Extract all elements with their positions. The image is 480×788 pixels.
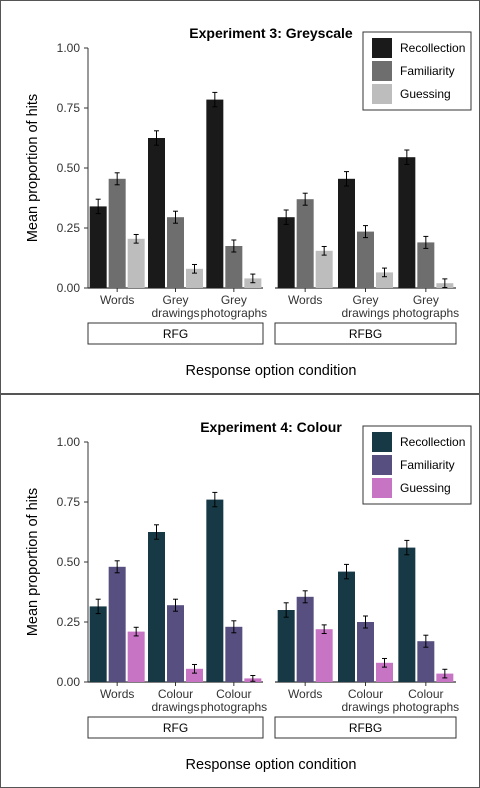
chart-panel-experiment-3: Experiment 3: Greyscale 0.00 0.25 0.50 0.75 1… xyxy=(0,0,480,394)
x-axis-label: Response option condition xyxy=(186,363,357,379)
bar-familiarity xyxy=(296,199,314,288)
bar-familiarity xyxy=(108,178,126,288)
x-tick-label: Grey photographs xyxy=(392,293,459,320)
bar-guessing xyxy=(127,631,145,682)
bar-guessing xyxy=(376,272,393,288)
bar-recollection xyxy=(89,606,107,682)
facet-strip xyxy=(274,322,457,345)
y-axis-label: Mean proportion of hits xyxy=(25,94,41,242)
x-tick-label: Words xyxy=(288,687,322,701)
bar-guessing xyxy=(186,268,203,288)
y-tick-label: 0.75 xyxy=(57,495,81,509)
y-tick-label: 0.00 xyxy=(57,675,81,689)
bar-recollection xyxy=(338,178,355,288)
bar-familiarity xyxy=(417,242,435,288)
legend-label: Guessing xyxy=(400,481,451,495)
legend-swatch-recollection xyxy=(372,432,392,452)
facet-label: RFG xyxy=(163,327,188,341)
x-tick-label: Words xyxy=(288,293,322,307)
legend-label: Recollection xyxy=(400,435,465,449)
legend-swatch-familiarity xyxy=(372,61,392,81)
legend-label: Recollection xyxy=(400,41,465,55)
bar-guessing xyxy=(376,662,393,682)
bar-recollection xyxy=(148,138,165,288)
chart-title: Experiment 3: Greyscale xyxy=(189,25,353,41)
legend-label: Familiarity xyxy=(400,64,455,78)
y-tick-label: 0.00 xyxy=(57,281,81,295)
facet-label: RFBG xyxy=(349,327,382,341)
bar-familiarity xyxy=(357,622,374,682)
y-tick-label: 0.25 xyxy=(57,615,81,629)
bar-recollection xyxy=(89,206,107,288)
bar-recollection xyxy=(398,547,416,682)
bar-familiarity xyxy=(357,231,374,288)
bar-familiarity xyxy=(417,641,435,682)
facet-strip xyxy=(274,716,457,739)
y-tick-label: 1.00 xyxy=(57,435,81,449)
bar-recollection xyxy=(206,499,224,682)
bar-guessing xyxy=(186,668,203,682)
x-tick-label: Colour drawings xyxy=(341,687,389,714)
x-tick-label: Grey drawings xyxy=(151,293,199,320)
y-tick-label: 0.75 xyxy=(57,101,81,115)
x-tick-label: Colour photographs xyxy=(392,687,459,714)
legend-swatch-familiarity xyxy=(372,455,392,475)
y-tick-label: 1.00 xyxy=(57,41,81,55)
bar-guessing xyxy=(315,629,333,682)
x-tick-label: Grey photographs xyxy=(200,293,267,320)
chart-experiment-3: Experiment 3: Greyscale 0.00 0.25 0.50 0.75 1… xyxy=(25,25,472,379)
y-tick-label: 0.50 xyxy=(57,555,81,569)
bar-guessing xyxy=(127,238,145,288)
x-tick-label: Words xyxy=(100,293,134,307)
legend-swatch-guessing xyxy=(372,478,392,498)
legend-label: Guessing xyxy=(400,87,451,101)
x-tick-label: Colour drawings xyxy=(151,687,199,714)
bar-familiarity xyxy=(167,605,184,682)
x-tick-label: Grey drawings xyxy=(341,293,389,320)
chart-title: Experiment 4: Colour xyxy=(200,419,342,435)
y-axis-label: Mean proportion of hits xyxy=(25,488,41,636)
facet-strip xyxy=(87,716,264,739)
legend-label: Familiarity xyxy=(400,458,455,472)
legend-swatch-recollection xyxy=(372,38,392,58)
bar-recollection xyxy=(206,99,224,288)
x-axis-label: Response option condition xyxy=(186,757,357,773)
y-tick-label: 0.25 xyxy=(57,221,81,235)
bar-recollection xyxy=(148,532,165,682)
facet-strip xyxy=(87,322,264,345)
bar-guessing xyxy=(315,250,333,288)
chart-panel-experiment-4: Experiment 4: Colour 0.00 0.25 0.50 0.75 1.00… xyxy=(0,394,480,788)
bar-familiarity xyxy=(108,566,126,682)
bar-recollection xyxy=(277,610,295,682)
bar-recollection xyxy=(398,157,416,288)
bar-familiarity xyxy=(167,217,184,288)
y-tick-label: 0.50 xyxy=(57,161,81,175)
bar-familiarity xyxy=(296,596,314,682)
bar-familiarity xyxy=(225,626,243,682)
bar-recollection xyxy=(277,217,295,288)
bar-recollection xyxy=(338,571,355,682)
x-tick-label: Words xyxy=(100,687,134,701)
x-tick-label: Colour photographs xyxy=(200,687,267,714)
chart-experiment-4: Experiment 4: Colour 0.00 0.25 0.50 0.75 1.00… xyxy=(25,419,472,773)
legend-swatch-guessing xyxy=(372,84,392,104)
facet-label: RFBG xyxy=(349,721,382,735)
facet-label: RFG xyxy=(163,721,188,735)
bar-familiarity xyxy=(225,246,243,288)
